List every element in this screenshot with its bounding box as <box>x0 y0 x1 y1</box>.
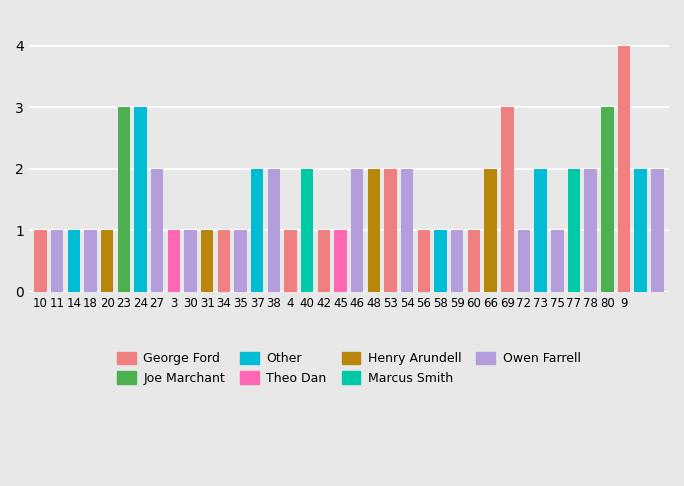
Bar <box>151 169 163 292</box>
Bar <box>384 169 397 292</box>
Bar <box>317 230 330 292</box>
Bar <box>434 230 447 292</box>
Bar <box>651 169 663 292</box>
Bar <box>534 169 547 292</box>
Bar <box>234 230 247 292</box>
Bar <box>251 169 263 292</box>
Bar <box>584 169 597 292</box>
Bar <box>367 169 380 292</box>
Bar <box>267 169 280 292</box>
Bar <box>501 107 514 292</box>
Bar <box>201 230 213 292</box>
Bar <box>51 230 64 292</box>
Bar <box>34 230 47 292</box>
Bar <box>451 230 464 292</box>
Bar <box>634 169 647 292</box>
Bar <box>134 107 146 292</box>
Bar <box>551 230 564 292</box>
Bar <box>351 169 363 292</box>
Bar <box>68 230 80 292</box>
Bar <box>568 169 580 292</box>
Bar <box>168 230 180 292</box>
Bar <box>418 230 430 292</box>
Bar <box>334 230 347 292</box>
Bar <box>468 230 480 292</box>
Bar <box>285 230 297 292</box>
Bar <box>518 230 530 292</box>
Bar <box>84 230 96 292</box>
Bar <box>301 169 313 292</box>
Bar <box>484 169 497 292</box>
Bar <box>601 107 614 292</box>
Bar <box>218 230 230 292</box>
Legend: George Ford, Joe Marchant, Other, Theo Dan, Henry Arundell, Marcus Smith, Owen F: George Ford, Joe Marchant, Other, Theo D… <box>111 345 587 391</box>
Bar <box>618 46 630 292</box>
Bar <box>401 169 414 292</box>
Bar <box>118 107 130 292</box>
Bar <box>101 230 114 292</box>
Bar <box>184 230 197 292</box>
